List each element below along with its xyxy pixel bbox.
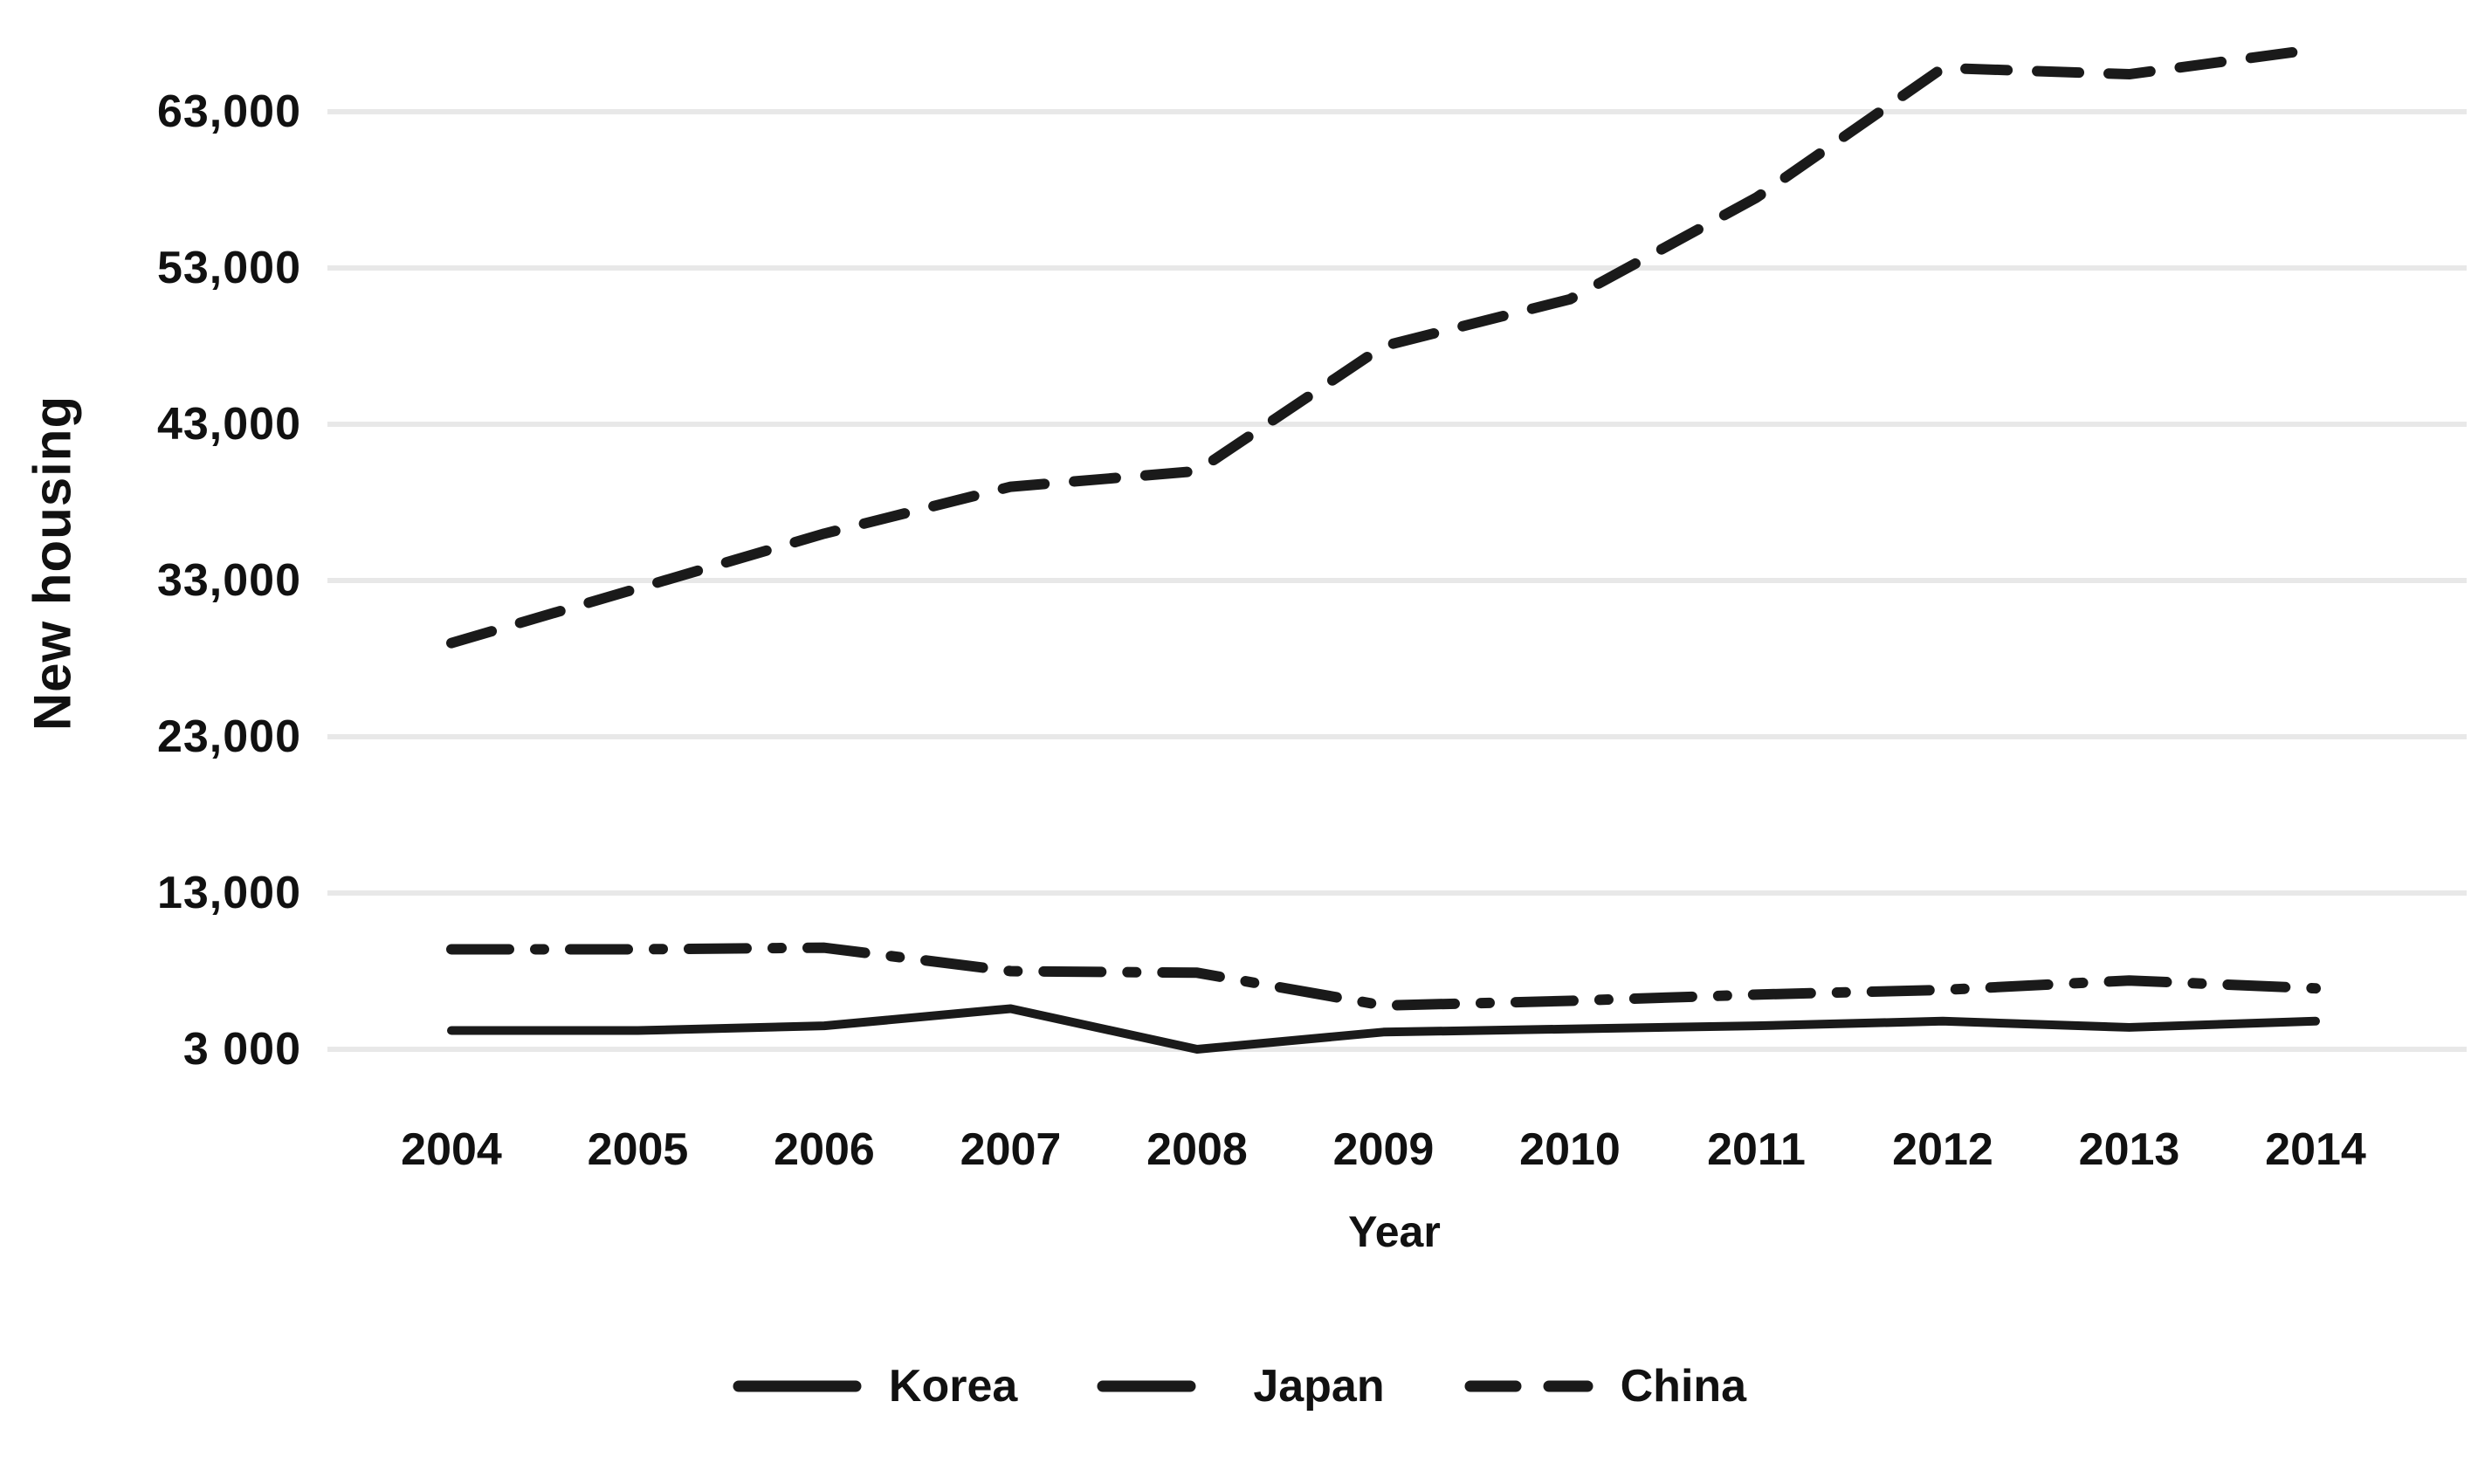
y-tick-label: 23,000 bbox=[156, 711, 301, 762]
legend-item-korea: Korea bbox=[732, 1360, 1017, 1412]
x-tick-label: 2012 bbox=[1892, 1124, 1993, 1175]
y-tick-label: 33,000 bbox=[156, 555, 301, 606]
x-tick-label: 2005 bbox=[587, 1124, 689, 1175]
series-line-japan bbox=[446, 942, 2321, 1011]
x-tick-label: 2009 bbox=[1332, 1124, 1435, 1175]
x-axis-title: Year bbox=[1348, 1207, 1441, 1256]
x-tick-label: 2013 bbox=[2078, 1124, 2180, 1175]
series-line-korea bbox=[447, 1004, 2320, 1054]
legend-label-japan: Japan bbox=[1253, 1361, 1385, 1412]
x-tick-label: 2007 bbox=[960, 1124, 1062, 1175]
y-tick-label: 53,000 bbox=[156, 243, 301, 293]
y-tick-label: 13,000 bbox=[156, 868, 301, 918]
china-line-swatch-icon bbox=[1464, 1380, 1593, 1392]
x-tick-label: 2006 bbox=[774, 1124, 875, 1175]
legend-item-japan: Japan bbox=[1096, 1360, 1385, 1412]
legend: Korea Japan China bbox=[0, 1360, 2478, 1412]
x-tick-label: 2014 bbox=[2265, 1124, 2366, 1175]
korea-line-swatch-icon bbox=[733, 1380, 862, 1392]
x-tick-label: 2010 bbox=[1519, 1124, 1621, 1175]
y-tick-label: 43,000 bbox=[156, 399, 301, 450]
y-tick-label: 63,000 bbox=[156, 86, 301, 137]
series-line-china bbox=[446, 44, 2321, 649]
legend-label-china: China bbox=[1620, 1361, 1747, 1412]
x-tick-label: 2011 bbox=[1707, 1124, 1806, 1175]
x-tick-label: 2004 bbox=[401, 1124, 502, 1175]
x-tick-label: 2008 bbox=[1146, 1124, 1248, 1175]
japan-line-swatch-icon bbox=[1097, 1380, 1226, 1392]
legend-label-korea: Korea bbox=[888, 1361, 1018, 1412]
legend-item-china: China bbox=[1463, 1360, 1746, 1412]
y-tick-label: 3 000 bbox=[182, 1024, 301, 1075]
